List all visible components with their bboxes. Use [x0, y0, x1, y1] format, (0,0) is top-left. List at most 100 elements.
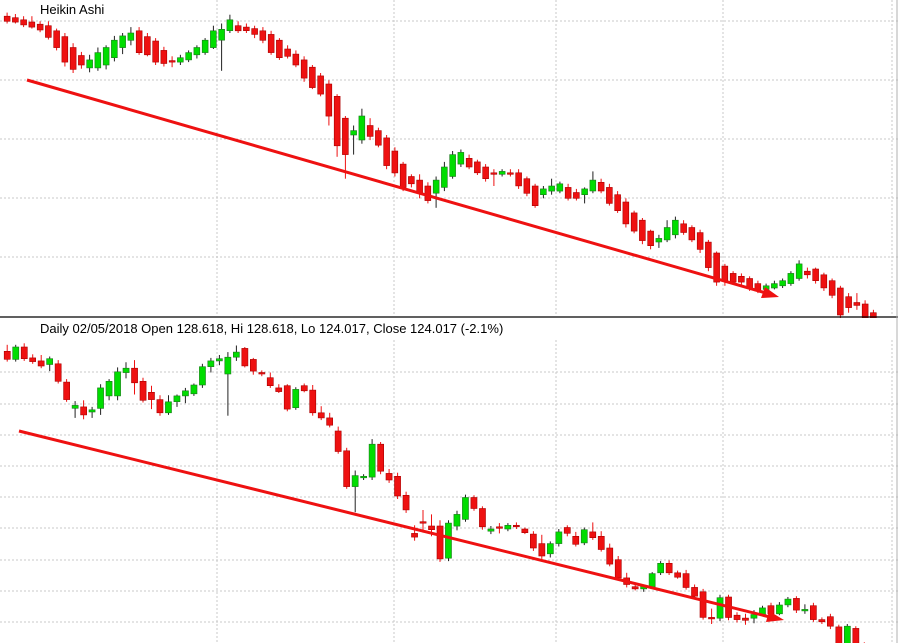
heikin-ashi-candle-body	[152, 40, 159, 63]
daily-price-candle-body	[445, 522, 452, 559]
heikin-ashi-candle-body	[28, 21, 36, 28]
heikin-ashi-candle-body	[292, 53, 300, 66]
daily-price-candle-body	[173, 395, 181, 402]
daily-price-candle-body	[250, 359, 257, 372]
heikin-ashi-trend-arrow-head	[761, 287, 779, 298]
heikin-ashi-candle-body	[185, 52, 192, 61]
heikin-ashi-candle-body	[663, 227, 671, 241]
daily-price-candle-body	[334, 430, 342, 452]
heikin-ashi-candle-body	[234, 25, 242, 32]
daily-price-candle-body	[224, 356, 232, 375]
heikin-ashi-candle-body	[449, 154, 456, 177]
heikin-ashi-candle-body	[680, 223, 687, 233]
daily-price-candle-body	[266, 377, 274, 387]
heikin-ashi-candle-body	[548, 185, 555, 192]
daily-price-candle-body	[699, 591, 707, 618]
heikin-ashi-candle-body	[779, 280, 786, 287]
daily-price-candle-body	[139, 380, 147, 401]
daily-price-candle-body	[428, 525, 435, 531]
daily-price-title: Daily 02/05/2018 Open 128.618, Hi 128.61…	[40, 321, 503, 336]
heikin-ashi-candle-body	[61, 36, 69, 63]
heikin-ashi-candle-body	[432, 179, 440, 194]
daily-price-candle-body	[580, 529, 588, 544]
heikin-ashi-candle-body	[375, 130, 382, 146]
daily-price-candle-body	[46, 358, 53, 365]
daily-price-candle-body	[385, 473, 393, 481]
daily-price-candle-body	[521, 528, 529, 534]
heikin-ashi-candle-body	[498, 171, 506, 175]
heikin-ashi-candle-body	[556, 183, 564, 192]
heikin-ashi-candle-body	[705, 241, 712, 268]
daily-price-candle-body	[436, 525, 444, 560]
heikin-ashi-candle-body	[845, 296, 852, 308]
daily-price-candle-body	[199, 366, 206, 386]
heikin-ashi-candle-body	[531, 185, 539, 207]
daily-price-candle-body	[606, 547, 614, 565]
daily-price-candle-body	[54, 363, 62, 382]
daily-price-candle-body	[309, 389, 317, 414]
heikin-ashi-candle-body	[614, 194, 621, 211]
daily-price-candle-body	[326, 417, 334, 426]
daily-price-candle-body	[843, 625, 851, 643]
heikin-ashi-candle-body	[630, 212, 638, 232]
daily-price-candle-body	[80, 406, 87, 416]
daily-price-candle-body	[512, 524, 520, 528]
daily-price-candles	[3, 343, 865, 643]
daily-price-candle-body	[292, 389, 300, 408]
heikin-ashi-candle-body	[482, 166, 489, 179]
daily-price-candle-body	[572, 535, 580, 545]
daily-price-candle-body	[63, 381, 70, 400]
heikin-ashi-candle-body	[383, 137, 390, 166]
heikin-ashi-trend-arrow	[26, 78, 779, 298]
heikin-ashi-candle-body	[465, 158, 473, 168]
heikin-ashi-plot-area	[0, 0, 898, 316]
heikin-ashi-candle-body	[655, 238, 663, 243]
daily-price-candle-body	[233, 351, 240, 358]
heikin-ashi-candle-body	[515, 172, 522, 187]
daily-price-candle-body	[241, 348, 249, 367]
heikin-ashi-candle-body	[111, 39, 118, 59]
heikin-ashi-candle-body	[78, 55, 85, 66]
heikin-ashi-candle-body	[729, 273, 737, 283]
daily-price-grid	[0, 340, 898, 643]
daily-price-candle-body	[368, 443, 376, 478]
heikin-ashi-candle-body	[94, 52, 102, 69]
daily-price-candle-body	[394, 475, 401, 497]
daily-price-candle-body	[563, 527, 571, 534]
heikin-ashi-candle-body	[408, 176, 415, 185]
daily-price-candle-body	[156, 399, 164, 414]
heikin-ashi-candle-body	[457, 152, 465, 165]
heikin-ashi-candle-body	[251, 28, 258, 35]
heikin-ashi-candle-body	[366, 125, 374, 137]
daily-price-candle-body	[826, 616, 834, 627]
heikin-ashi-candle-body	[391, 150, 399, 174]
heikin-ashi-candle-body	[210, 30, 217, 48]
daily-price-candle-body	[462, 497, 469, 520]
heikin-ashi-candle-body	[135, 30, 143, 53]
daily-price-candle-body	[88, 409, 96, 413]
heikin-ashi-candle-body	[342, 117, 349, 155]
daily-price-candle-body	[665, 562, 673, 574]
daily-price-candle-body	[300, 385, 308, 392]
heikin-ashi-candle-body	[738, 275, 745, 283]
heikin-ashi-candle-body	[441, 166, 448, 188]
heikin-ashi-candle-body	[837, 287, 844, 316]
daily-price-panel: Daily 02/05/2018 Open 128.618, Hi 128.61…	[0, 318, 898, 643]
heikin-ashi-candle-body	[597, 182, 605, 192]
heikin-ashi-candle-body	[424, 185, 432, 201]
heikin-ashi-candle-body	[721, 265, 729, 282]
heikin-ashi-candle-body	[589, 179, 597, 192]
heikin-ashi-candles	[3, 12, 894, 339]
heikin-ashi-candle-body	[300, 59, 308, 79]
heikin-ashi-candle-body	[12, 17, 19, 23]
daily-price-candle-body	[708, 617, 715, 620]
daily-price-candle-body	[275, 387, 283, 392]
heikin-ashi-candle-body	[53, 30, 60, 48]
daily-price-candle-body	[190, 384, 198, 395]
daily-price-candle-body	[597, 535, 605, 550]
daily-price-candle-body	[784, 598, 792, 606]
heikin-ashi-candle-body	[325, 83, 333, 117]
daily-price-candle-body	[538, 543, 546, 557]
daily-price-candle-body	[648, 573, 656, 588]
